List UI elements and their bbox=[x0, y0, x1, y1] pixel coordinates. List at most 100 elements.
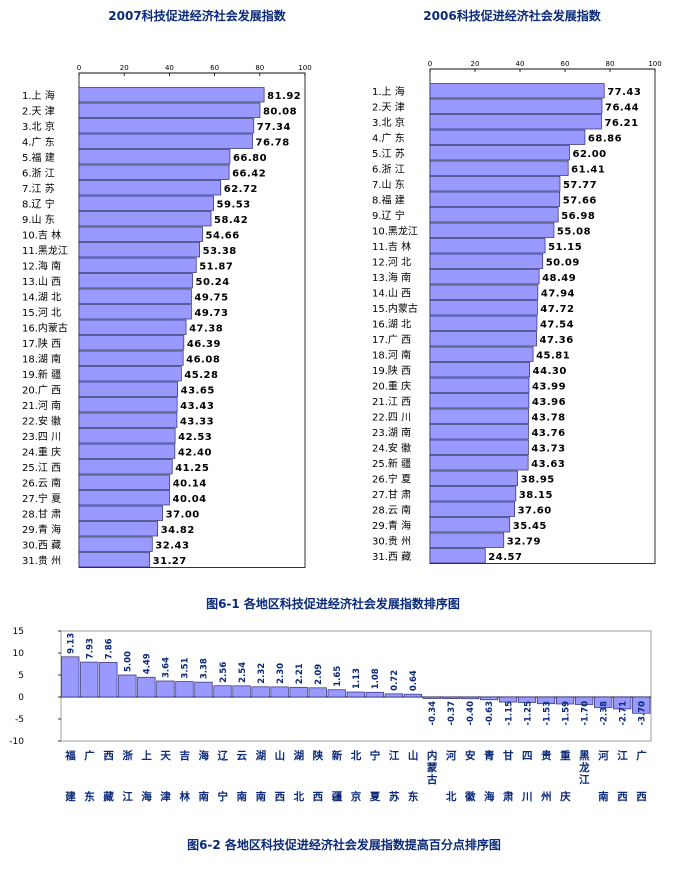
chart-2007-title: 2007科技促进经济社会发展指数 bbox=[108, 8, 286, 23]
improvement-bar bbox=[61, 656, 80, 698]
improvement-value-label: 2.09 bbox=[314, 664, 324, 685]
improvement-bar bbox=[99, 662, 118, 698]
improvement-value-label: -1.70 bbox=[580, 701, 590, 726]
improvement-category-label-top: 宁 bbox=[370, 749, 381, 762]
improvement-value-label: 3.51 bbox=[181, 657, 191, 678]
chart-2006-bar bbox=[429, 284, 539, 300]
chart-2007-value-label: 40.14 bbox=[173, 479, 207, 490]
improvement-value-label: -1.15 bbox=[504, 701, 514, 726]
improvement-value-label: 4.49 bbox=[143, 653, 153, 674]
chart-2006-value-label: 48.49 bbox=[542, 273, 576, 284]
chart-2006-bar bbox=[429, 269, 540, 285]
chart-2007-category-label: 22.安 徽 bbox=[22, 415, 61, 428]
chart-2007-bar bbox=[78, 87, 265, 103]
chart-2007-bar bbox=[78, 552, 151, 568]
improvement-category-label-bottom: 海 bbox=[484, 790, 495, 803]
chart-2007-bar bbox=[78, 242, 200, 258]
chart-2006-bar bbox=[429, 160, 569, 176]
chart-2006-bar bbox=[429, 362, 531, 378]
improvement-value-label: -0.37 bbox=[447, 701, 457, 726]
improvement-category-label-bottom: 西 bbox=[617, 791, 628, 803]
chart-2007-value-label: 45.28 bbox=[184, 370, 218, 381]
improvement-category-label-top: 古 bbox=[427, 773, 438, 786]
improvement-bar bbox=[194, 681, 213, 698]
chart-2006-category-label: 28.云 南 bbox=[372, 504, 411, 517]
improvement-category-label-bottom: 海 bbox=[141, 790, 152, 803]
improvement-y-tick-label: 0 bbox=[18, 693, 24, 703]
chart-2007-bar bbox=[78, 257, 197, 273]
chart-2007-category-label: 3.北 京 bbox=[22, 120, 55, 133]
improvement-category-label-bottom: 西 bbox=[275, 791, 286, 803]
chart-2007-value-label: 40.04 bbox=[172, 494, 206, 505]
chart-2006-category-label: 12.河 北 bbox=[372, 257, 411, 269]
improvement-bar bbox=[213, 685, 232, 698]
improvement-bar bbox=[403, 693, 422, 698]
chart-2007-value-label: 42.53 bbox=[178, 432, 212, 443]
chart-2006-value-label: 47.36 bbox=[540, 335, 574, 346]
improvement-value-label: 7.86 bbox=[105, 638, 115, 659]
chart-2006-value-label: 68.86 bbox=[588, 134, 622, 145]
improvement-category-label-top: 吉 bbox=[179, 749, 190, 762]
chart-2007-bar bbox=[78, 211, 212, 227]
improvement-bar bbox=[594, 696, 613, 708]
chart-2006: 0 20 40 60 80 100 1.上 海 77.43 2.天 津 76.44 3.北 京 76.… bbox=[372, 60, 662, 564]
chart-2007-bar bbox=[78, 428, 176, 444]
chart-2007-bar bbox=[78, 149, 231, 165]
improvement-value-label: 9.13 bbox=[67, 633, 77, 654]
improvement-bar bbox=[118, 674, 137, 698]
chart-2006-category-label: 26.宁 夏 bbox=[372, 473, 411, 486]
improvement-y-tick-label: 10 bbox=[13, 649, 25, 659]
chart-2006-category-label: 6.浙 江 bbox=[372, 164, 405, 176]
chart-2006-value-label: 43.78 bbox=[532, 413, 566, 424]
chart-2007-bar bbox=[78, 304, 192, 320]
chart-improvement: 151050-5-109.13福建7.93广东7.86西藏5.00浙江4.49上… bbox=[9, 627, 652, 803]
chart-2006-value-label: 57.66 bbox=[563, 196, 597, 207]
chart-2007-value-label: 76.78 bbox=[256, 138, 290, 149]
improvement-category-label-bottom: 京 bbox=[351, 790, 362, 803]
chart-2006-category-label: 18.河 南 bbox=[372, 349, 411, 362]
improvement-bar bbox=[479, 696, 499, 701]
chart-2007-value-label: 49.73 bbox=[194, 308, 228, 319]
improvement-category-label-top: 广 bbox=[636, 749, 647, 762]
chart-2007-value-label: 59.53 bbox=[217, 200, 251, 211]
improvement-category-label-bottom: 南 bbox=[256, 790, 267, 803]
chart-2007: 0 20 40 60 80 100 1.上 海 81.92 2.天 津 80.08 3.北 京 77.… bbox=[22, 64, 312, 568]
chart-2007-category-label: 4.广 东 bbox=[22, 136, 55, 149]
improvement-value-label: 1.13 bbox=[352, 668, 362, 689]
chart-2006-value-label: 38.15 bbox=[519, 490, 553, 501]
improvement-bar bbox=[156, 680, 175, 698]
improvement-category-label-top: 湖 bbox=[256, 749, 267, 762]
improvement-bar bbox=[384, 693, 403, 698]
chart-2006-category-label: 5.江 苏 bbox=[372, 147, 405, 160]
chart-2006-tick-label: 80 bbox=[606, 60, 615, 68]
chart-2007-tick-label: 100 bbox=[298, 64, 311, 72]
chart-2006-tick-label: 60 bbox=[561, 60, 570, 68]
chart-2007-value-label: 32.43 bbox=[155, 541, 189, 552]
chart-2006-bar bbox=[429, 377, 530, 393]
chart-2007-category-label: 5.福 建 bbox=[22, 151, 55, 164]
improvement-value-label: 1.08 bbox=[371, 668, 381, 689]
improvement-y-tick-label: 15 bbox=[13, 627, 24, 637]
chart-2007-bar bbox=[78, 350, 184, 366]
chart-2006-value-label: 43.63 bbox=[531, 459, 565, 470]
chart-2006-value-label: 24.57 bbox=[488, 552, 522, 563]
chart-2006-bar bbox=[429, 238, 546, 254]
chart-2006-category-label: 15.内蒙古 bbox=[372, 302, 418, 315]
chart-2007-value-label: 43.65 bbox=[181, 386, 215, 397]
chart-2006-value-label: 43.99 bbox=[532, 382, 566, 393]
chart-2006-category-label: 17.广 西 bbox=[372, 334, 411, 346]
chart-2006-category-label: 24.安 徽 bbox=[372, 442, 411, 455]
improvement-category-label-top: 蒙 bbox=[427, 761, 438, 774]
chart-2007-category-label: 11.黑龙江 bbox=[22, 244, 68, 257]
improvement-value-label: 3.64 bbox=[162, 657, 172, 678]
improvement-value-label: 2.30 bbox=[276, 663, 286, 684]
improvement-category-label-top: 甘 bbox=[503, 749, 514, 762]
improvement-category-label-top: 贵 bbox=[541, 749, 552, 762]
chart-2006-value-label: 50.09 bbox=[546, 258, 580, 269]
improvement-bar bbox=[232, 685, 251, 698]
chart-2007-bar bbox=[78, 397, 178, 413]
chart-2007-category-label: 9.山 东 bbox=[22, 213, 55, 226]
chart-2007-bar bbox=[78, 102, 261, 118]
chart-2006-bar bbox=[429, 176, 561, 192]
improvement-bar bbox=[270, 686, 289, 698]
